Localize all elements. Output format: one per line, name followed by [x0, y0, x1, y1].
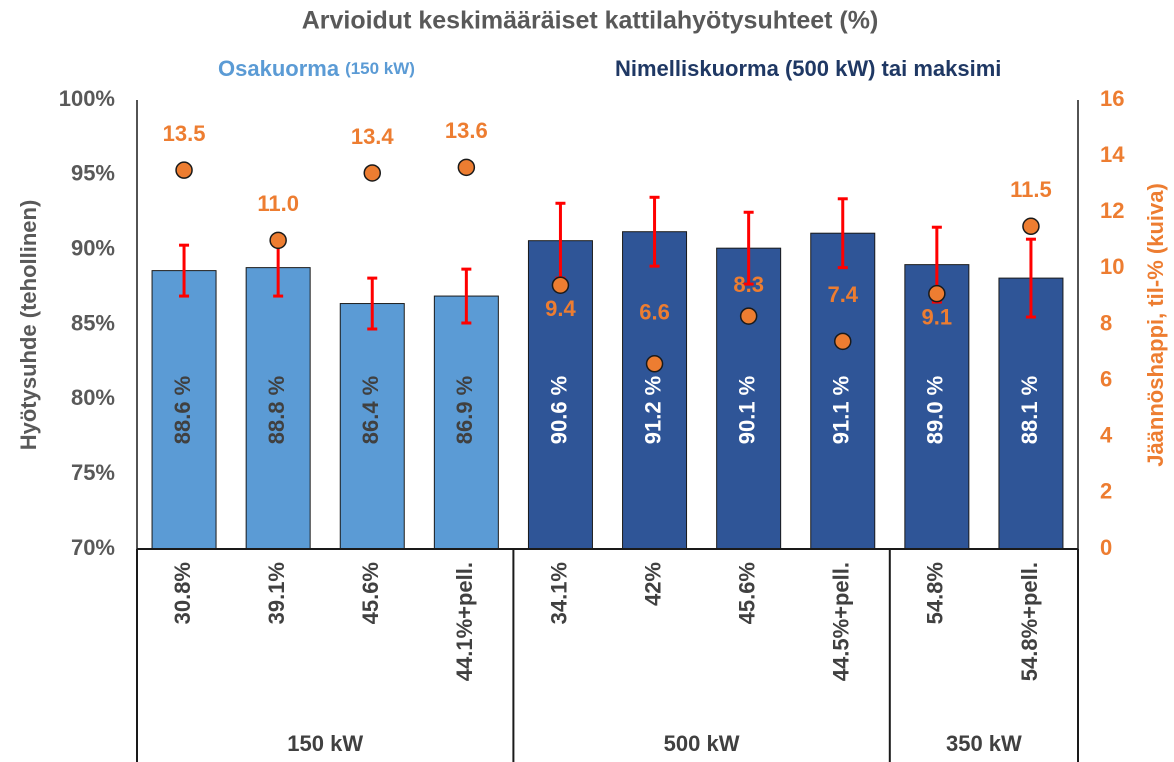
bar: [339, 303, 405, 550]
y-tick-label: 75%: [71, 460, 115, 485]
point-value-label: 9.1: [922, 304, 953, 329]
bar: [810, 232, 876, 550]
y2-tick-label: 10: [1100, 254, 1124, 279]
y2-tick-label: 16: [1100, 86, 1124, 111]
point-value-label: 6.6: [639, 300, 670, 325]
x-tick-label: 45.6%: [734, 562, 759, 624]
x-tick-label: 42%: [640, 562, 665, 606]
y2-tick-label: 0: [1100, 535, 1112, 560]
scatter-point: [551, 276, 570, 294]
point-value-label: 13.4: [351, 124, 395, 149]
bar: [904, 264, 970, 550]
y-tick-label: 70%: [71, 535, 115, 560]
bar-value-label: 90.1 %: [734, 376, 759, 445]
bar-value-label: 89.0 %: [923, 376, 948, 445]
annotation-text: Osakuorma: [218, 56, 340, 81]
x-tick-label: 54.8%+pell.: [1017, 562, 1042, 681]
x-tick-label: 44.5%+pell.: [829, 562, 854, 681]
error-bar: [837, 197, 848, 270]
x-tick-label: 44.1%+pell.: [452, 562, 477, 681]
error-bar: [743, 210, 754, 286]
y2-tick-label: 2: [1100, 479, 1112, 504]
y2-tick-label: 6: [1100, 366, 1112, 391]
group-label: 500 kW: [664, 731, 740, 756]
error-bar: [179, 243, 190, 298]
bar: [622, 231, 688, 550]
bar-value-label: 91.2 %: [640, 376, 665, 445]
bar-value-label: 88.1 %: [1017, 376, 1042, 445]
point-value-label: 11.0: [257, 191, 299, 216]
y-tick-label: 100%: [59, 86, 115, 111]
y-tick-label: 90%: [71, 235, 115, 260]
bar-value-label: 88.8 %: [264, 376, 289, 445]
error-bar: [367, 276, 378, 331]
y-tick-label: 80%: [71, 385, 115, 410]
bar-value-label: 86.9 %: [452, 376, 477, 445]
y2-tick-label: 14: [1100, 142, 1125, 167]
error-bar: [1025, 237, 1036, 319]
y2-tick-label: 12: [1100, 198, 1124, 223]
y-tick-label: 85%: [71, 310, 115, 335]
scatter-point: [834, 332, 852, 351]
error-bar: [649, 195, 660, 268]
y2-tick-label: 4: [1100, 423, 1113, 448]
bar-value-label: 86.4 %: [358, 376, 383, 445]
scatter-point: [1022, 217, 1040, 236]
group-label: 350 kW: [946, 731, 1022, 756]
chart-title: Arvioidut keskimääräiset kattilahyötysuh…: [302, 7, 879, 35]
scatter-point: [928, 284, 946, 303]
x-tick-label: 39.1%: [264, 562, 289, 624]
annotation: Osakuorma (150 kW): [218, 56, 415, 81]
x-tick-label: 54.8%: [923, 562, 948, 624]
bar: [151, 270, 217, 550]
y-tick-label: 95%: [71, 161, 115, 186]
scatter-point: [457, 158, 476, 177]
y2-tick-label: 8: [1100, 310, 1112, 335]
x-tick-label: 45.6%: [358, 562, 383, 624]
point-value-label: 8.3: [733, 272, 764, 297]
annotation: Nimelliskuorma (500 kW) tai maksimi: [615, 56, 1001, 81]
point-value-label: 7.4: [827, 282, 858, 307]
x-tick-label: 34.1%: [546, 562, 571, 624]
point-value-label: 11.5: [1010, 177, 1052, 202]
scatter-point: [175, 161, 193, 179]
point-value-label: 9.4: [545, 296, 576, 321]
group-label: 150 kW: [287, 731, 363, 756]
bar-value-label: 88.6 %: [170, 376, 195, 445]
annotation-small: (150 kW): [345, 59, 415, 78]
bar-value-label: 90.6 %: [546, 376, 571, 445]
scatter-point: [363, 164, 381, 182]
scatter-point: [739, 307, 758, 325]
bar: [716, 247, 782, 550]
bar-value-label: 91.1 %: [829, 376, 854, 445]
scatter-point: [269, 231, 287, 250]
y-axis-title: Hyötysuhde (tehollinen): [16, 200, 41, 451]
y2-axis-title: Jäännöshappi, til-% (kuiva): [1143, 183, 1168, 467]
point-value-label: 13.6: [445, 118, 488, 143]
error-bar: [461, 267, 472, 325]
point-value-label: 13.5: [163, 121, 206, 146]
x-tick-label: 30.8%: [170, 562, 195, 624]
scatter-point: [645, 355, 664, 373]
